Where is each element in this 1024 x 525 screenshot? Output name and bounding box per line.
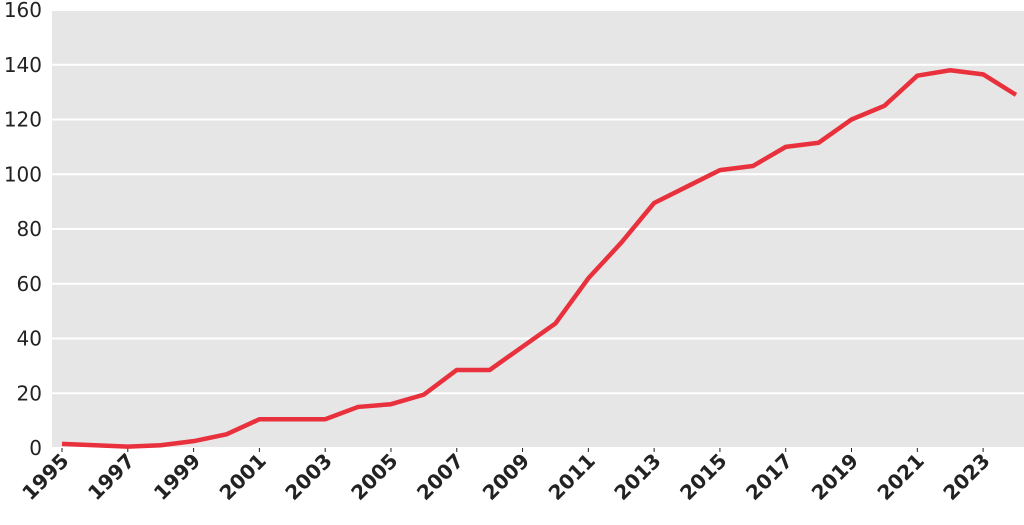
y-tick-label: 160 <box>4 0 42 22</box>
y-tick-label: 120 <box>4 108 42 132</box>
x-tick-label: 2023 <box>938 449 994 505</box>
x-tick-label: 1995 <box>17 449 73 505</box>
x-tick-label: 2013 <box>609 449 665 505</box>
y-tick-label: 0 <box>29 436 42 460</box>
x-tick-label: 2015 <box>675 449 731 505</box>
line-series <box>61 67 1018 449</box>
x-tick-label: 2021 <box>873 449 929 505</box>
x-tick-label: 2019 <box>807 449 863 505</box>
x-tick-label: 2011 <box>544 449 600 505</box>
x-tick-label: 1997 <box>83 449 139 505</box>
y-tick-label: 100 <box>4 162 42 186</box>
y-tick-label: 60 <box>17 272 42 296</box>
y-tick-label: 20 <box>17 381 42 405</box>
x-tick-label: 2003 <box>280 449 336 505</box>
y-tick-label: 40 <box>17 327 42 351</box>
x-tick-label: 2009 <box>478 449 534 505</box>
x-tick-label: 2017 <box>741 449 797 505</box>
x-tick-label: 2005 <box>346 449 402 505</box>
y-tick-label: 140 <box>4 53 42 77</box>
x-tick-label: 2001 <box>215 449 271 505</box>
x-tick-label: 2007 <box>412 449 468 505</box>
x-tick-label: 1999 <box>149 449 205 505</box>
y-tick-label: 80 <box>17 217 42 241</box>
